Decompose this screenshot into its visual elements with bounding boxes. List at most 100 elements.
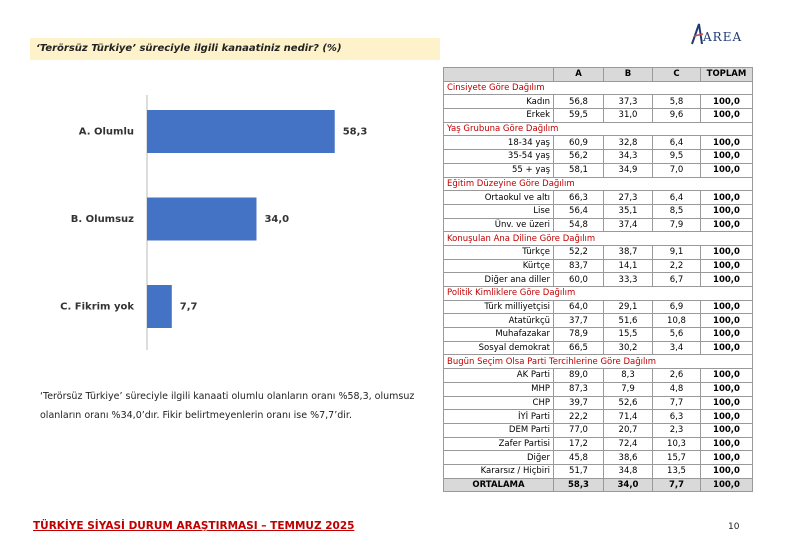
value-label: 7,7 — [180, 302, 198, 313]
table-row: Atatürkçü 37,7 51,6 10,8 100,0 — [443, 313, 753, 329]
table-row: 35-54 yaş 56,2 34,3 9,5 100,0 — [443, 149, 753, 164]
table-row: Konuşulan Ana Diline Göre Dağılım — [443, 231, 753, 246]
table-row: Eğitim Düzeyine Göre Dağılım — [443, 176, 753, 192]
value-cell: 2,3 — [652, 422, 701, 438]
value-cell: 6,4 — [652, 190, 701, 205]
value-cell: 13,5 — [652, 463, 701, 479]
value-cell: 100,0 — [700, 203, 753, 219]
table-row: Zafer Partisi 17,2 72,4 10,3 100,0 — [443, 436, 753, 452]
value-cell: 37,7 — [553, 313, 604, 329]
row-label: Sosyal demokrat — [443, 340, 554, 356]
value-cell: 6,9 — [652, 299, 701, 315]
value-cell: 89,0 — [553, 368, 604, 383]
row-label: Zafer Partisi — [443, 436, 554, 452]
value-cell: 72,4 — [603, 436, 653, 452]
category-label: A. Olumlu — [79, 127, 134, 138]
row-label: Kadın — [443, 94, 554, 110]
row-label: Lise — [443, 203, 554, 219]
row-label: Atatürkçü — [443, 313, 554, 329]
value-cell: 100,0 — [700, 108, 753, 123]
header-cell: A — [553, 67, 604, 82]
table-row: Kadın 56,8 37,3 5,8 100,0 — [443, 94, 753, 110]
value-cell: 45,8 — [553, 450, 604, 465]
value-cell: 100,0 — [700, 258, 753, 274]
value-cell: 2,6 — [652, 368, 701, 383]
value-cell: 15,5 — [603, 327, 653, 342]
row-label: 18-34 yaş — [443, 135, 554, 151]
table-row: Ünv. ve üzeri 54,8 37,4 7,9 100,0 — [443, 217, 753, 233]
category-label: C. Fikrim yok — [60, 302, 134, 313]
value-cell: 9,1 — [652, 244, 701, 260]
table-row: 18-34 yaş 60,9 32,8 6,4 100,0 — [443, 135, 753, 151]
value-cell: 100,0 — [700, 272, 753, 287]
group-title: Yaş Grubuna Göre Dağılım — [443, 121, 753, 137]
value-cell: 100,0 — [700, 340, 753, 356]
table-row: Yaş Grubuna Göre Dağılım — [443, 121, 753, 137]
value-cell: 100,0 — [700, 244, 753, 260]
value-cell: 60,0 — [553, 272, 604, 287]
value-cell: 60,9 — [553, 135, 604, 151]
table-row: MHP 87,3 7,9 4,8 100,0 — [443, 381, 753, 397]
row-label: Ünv. ve üzeri — [443, 217, 554, 233]
value-cell: 20,7 — [603, 422, 653, 438]
table-row: Diğer 45,8 38,6 15,7 100,0 — [443, 450, 753, 465]
value-cell: 66,5 — [553, 340, 604, 356]
row-label: Kararsız / Hiçbiri — [443, 463, 554, 479]
value-cell: 78,9 — [553, 327, 604, 342]
value-cell: 39,7 — [553, 395, 604, 411]
value-cell: 27,3 — [603, 190, 653, 205]
value-cell: 100,0 — [700, 436, 753, 452]
value-cell: 34,8 — [603, 463, 653, 479]
value-cell: 100,0 — [700, 381, 753, 397]
value-cell: 100,0 — [700, 327, 753, 342]
row-label: Diğer ana diller — [443, 272, 554, 287]
table-row: AK Parti 89,0 8,3 2,6 100,0 — [443, 368, 753, 383]
row-label: CHP — [443, 395, 554, 411]
question: ‘Terörsüz Türkiye’ süreciyle ilgili kana… — [30, 38, 440, 60]
row-label: DEM Parti — [443, 422, 554, 438]
value-cell: 6,3 — [652, 409, 701, 424]
value-cell: 30,2 — [603, 340, 653, 356]
table-row: Politik Kimliklere Göre Dağılım — [443, 286, 753, 301]
table-row: Türk milliyetçisi 64,0 29,1 6,9 100,0 — [443, 299, 753, 315]
category-label: B. Olumsuz — [71, 214, 134, 225]
value-cell: 8,3 — [603, 368, 653, 383]
value-cell: 100,0 — [700, 395, 753, 411]
row-label: Muhafazakar — [443, 327, 554, 342]
value-cell: 100,0 — [700, 299, 753, 315]
page-number: 10 — [728, 522, 740, 532]
value-cell: 52,2 — [553, 244, 604, 260]
header-cell: B — [603, 67, 653, 82]
value-cell: 2,2 — [652, 258, 701, 274]
table-row: ORTALAMA 58,3 34,0 7,7 100,0 — [443, 477, 753, 493]
value-cell: 56,2 — [553, 149, 604, 164]
value-cell: 37,3 — [603, 94, 653, 110]
row-label: 55 + yaş — [443, 162, 554, 178]
value-cell: 4,8 — [652, 381, 701, 397]
table-row: İYİ Parti 22,2 71,4 6,3 100,0 — [443, 409, 753, 424]
row-label: AK Parti — [443, 368, 554, 383]
value-cell: 56,4 — [553, 203, 604, 219]
table-row: Sosyal demokrat 66,5 30,2 3,4 100,0 — [443, 340, 753, 356]
table-row: Kürtçe 83,7 14,1 2,2 100,0 — [443, 258, 753, 274]
group-title: Konuşulan Ana Diline Göre Dağılım — [443, 231, 753, 246]
value-cell: 100,0 — [700, 94, 753, 110]
total-cell: 7,7 — [652, 477, 701, 493]
value-cell: 8,5 — [652, 203, 701, 219]
header-cell: C — [652, 67, 701, 82]
value-cell: 7,9 — [603, 381, 653, 397]
value-cell: 5,8 — [652, 94, 701, 110]
table-row: Bugün Seçim Olsa Parti Tercihlerine Göre… — [443, 354, 753, 370]
value-cell: 32,8 — [603, 135, 653, 151]
total-cell: 100,0 — [700, 477, 753, 493]
value-cell: 54,8 — [553, 217, 604, 233]
value-cell: 58,1 — [553, 162, 604, 178]
group-title: Bugün Seçim Olsa Parti Tercihlerine Göre… — [443, 354, 753, 370]
value-cell: 5,6 — [652, 327, 701, 342]
value-cell: 9,5 — [652, 149, 701, 164]
bar — [147, 110, 335, 153]
table-row: Türkçe 52,2 38,7 9,1 100,0 — [443, 244, 753, 260]
logo-mark — [691, 23, 704, 45]
value-cell: 14,1 — [603, 258, 653, 274]
